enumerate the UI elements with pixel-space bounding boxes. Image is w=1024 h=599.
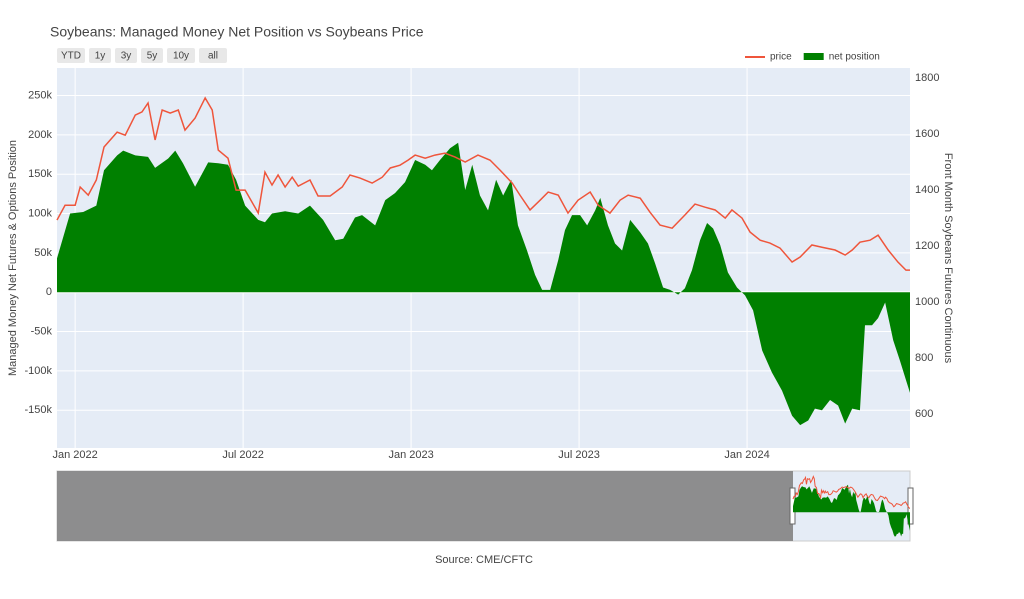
legend-label[interactable]: price: [770, 52, 792, 63]
range-button-bg[interactable]: [89, 48, 111, 63]
range-button-label[interactable]: 10y: [173, 51, 189, 62]
chart-title: Soybeans: Managed Money Net Position vs …: [50, 24, 424, 40]
source-note: Source: CME/CFTC: [435, 554, 533, 566]
area: [793, 484, 910, 537]
legend-label[interactable]: net position: [829, 52, 880, 63]
range-button-bg[interactable]: [199, 48, 227, 63]
range-slider-mask: [57, 471, 793, 541]
y2-tick-label: 1400: [915, 184, 939, 196]
y-tick-label: 150k: [28, 168, 52, 180]
line: [792, 475, 910, 509]
y2-tick-label: 1200: [915, 240, 939, 252]
range-button[interactable]: YTD: [57, 48, 85, 63]
x-tick-label: Jan 2023: [388, 449, 433, 461]
y-tick-label: 0: [46, 286, 52, 298]
marks: [56, 96, 910, 426]
y-tick-label: 200k: [28, 129, 52, 141]
y-tick-label: 50k: [34, 247, 52, 259]
range-button[interactable]: 1y: [89, 48, 111, 63]
y2-tick-label: 1600: [915, 128, 939, 140]
y-axis-title: Managed Money Net Futures & Options Posi…: [7, 140, 19, 376]
line: [56, 96, 910, 271]
range-button[interactable]: 3y: [115, 48, 137, 63]
range-button-label[interactable]: all: [208, 51, 218, 62]
x-tick-label: Jan 2024: [724, 449, 769, 461]
range-button-bg[interactable]: [115, 48, 137, 63]
range-button-label[interactable]: 1y: [95, 51, 106, 62]
y-tick-label: -100k: [24, 365, 52, 377]
area: [57, 142, 910, 426]
range-slider-preview: [792, 475, 910, 537]
y-tick-label: 250k: [28, 89, 52, 101]
range-button-label[interactable]: 3y: [121, 51, 132, 62]
legend-swatch: [803, 53, 824, 60]
y2-tick-label: 1000: [915, 296, 939, 308]
y-tick-label: -50k: [31, 325, 53, 337]
range-button-bg[interactable]: [141, 48, 163, 63]
y-tick-label: -150k: [24, 404, 52, 416]
y2-axis-title: Front Month Soybeans Futures Continuous: [942, 153, 954, 364]
x-tick-label: Jan 2022: [53, 449, 98, 461]
x-tick-label: Jul 2022: [222, 449, 264, 461]
y2-tick-label: 600: [915, 408, 933, 420]
range-button-label[interactable]: 5y: [147, 51, 158, 62]
y2-tick-label: 1800: [915, 72, 939, 84]
range-button-bg[interactable]: [167, 48, 195, 63]
x-tick-label: Jul 2023: [558, 449, 600, 461]
range-button[interactable]: 5y: [141, 48, 163, 63]
y-tick-label: 100k: [28, 207, 52, 219]
range-button[interactable]: all: [199, 48, 227, 63]
y2-tick-label: 800: [915, 352, 933, 364]
range-button-bg[interactable]: [57, 48, 85, 63]
range-button-label[interactable]: YTD: [61, 51, 81, 62]
range-button[interactable]: 10y: [167, 48, 195, 63]
